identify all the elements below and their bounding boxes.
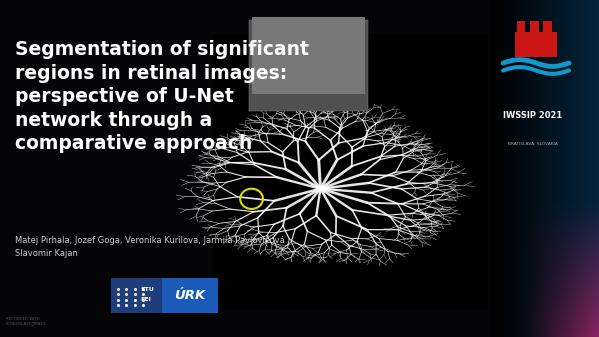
Text: FEI: FEI bbox=[140, 298, 151, 303]
Text: IWSSIP 2021: IWSSIP 2021 bbox=[504, 111, 562, 120]
Text: Matej Pirhala, Jozef Goga, Veronika Kurilova, Jarmila Pavlovičová
Slavomir Kajan: Matej Pirhala, Jozef Goga, Veronika Kuri… bbox=[15, 236, 285, 258]
Bar bbox=[515, 32, 557, 57]
Bar bbox=[111, 278, 162, 313]
Text: Segmentation of significant
regions in retinal images:
perspective of U-Net
netw: Segmentation of significant regions in r… bbox=[15, 40, 309, 153]
Bar bbox=[530, 21, 539, 32]
Bar bbox=[252, 17, 365, 94]
Text: BRATISLAVA, SLOVAKIA: BRATISLAVA, SLOVAKIA bbox=[508, 142, 558, 146]
Text: RECORDED WITH
SCREENCAST○MATIC: RECORDED WITH SCREENCAST○MATIC bbox=[6, 316, 47, 325]
Text: STU: STU bbox=[140, 287, 154, 292]
Bar bbox=[213, 34, 488, 310]
Text: ÚRK: ÚRK bbox=[174, 289, 205, 302]
Bar bbox=[543, 21, 552, 32]
Bar bbox=[517, 21, 525, 32]
Bar bbox=[249, 20, 368, 111]
Bar bbox=[162, 278, 218, 313]
